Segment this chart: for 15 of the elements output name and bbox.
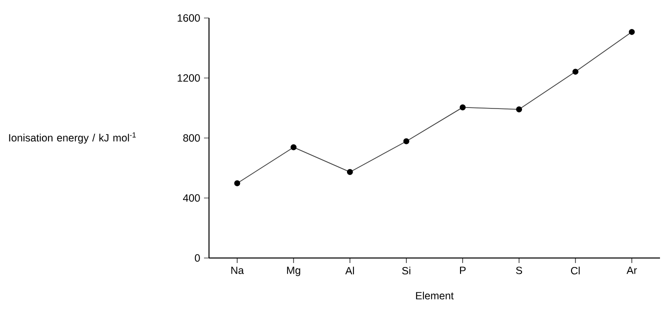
x-tick-label: Na xyxy=(231,266,244,274)
x-tick-label: P xyxy=(460,266,466,274)
y-tick-label: 0 xyxy=(194,254,200,262)
y-tick-label: 800 xyxy=(183,134,200,142)
x-tick-label: Al xyxy=(345,266,354,274)
x-tick-label: Cl xyxy=(571,266,580,274)
y-tick-label: 400 xyxy=(183,194,200,202)
x-tick-label: Ar xyxy=(626,266,637,274)
x-axis-title: Element xyxy=(416,292,454,300)
y-tick-label: 1200 xyxy=(178,74,200,82)
y-tick-label: 1600 xyxy=(178,14,200,22)
x-tick-label: S xyxy=(516,266,522,274)
y-axis-title: Ionisation energy / kJ mol$^{-1}$ xyxy=(9,132,136,144)
x-tick-label: Si xyxy=(402,266,410,274)
x-tick-label: Mg xyxy=(287,266,300,276)
